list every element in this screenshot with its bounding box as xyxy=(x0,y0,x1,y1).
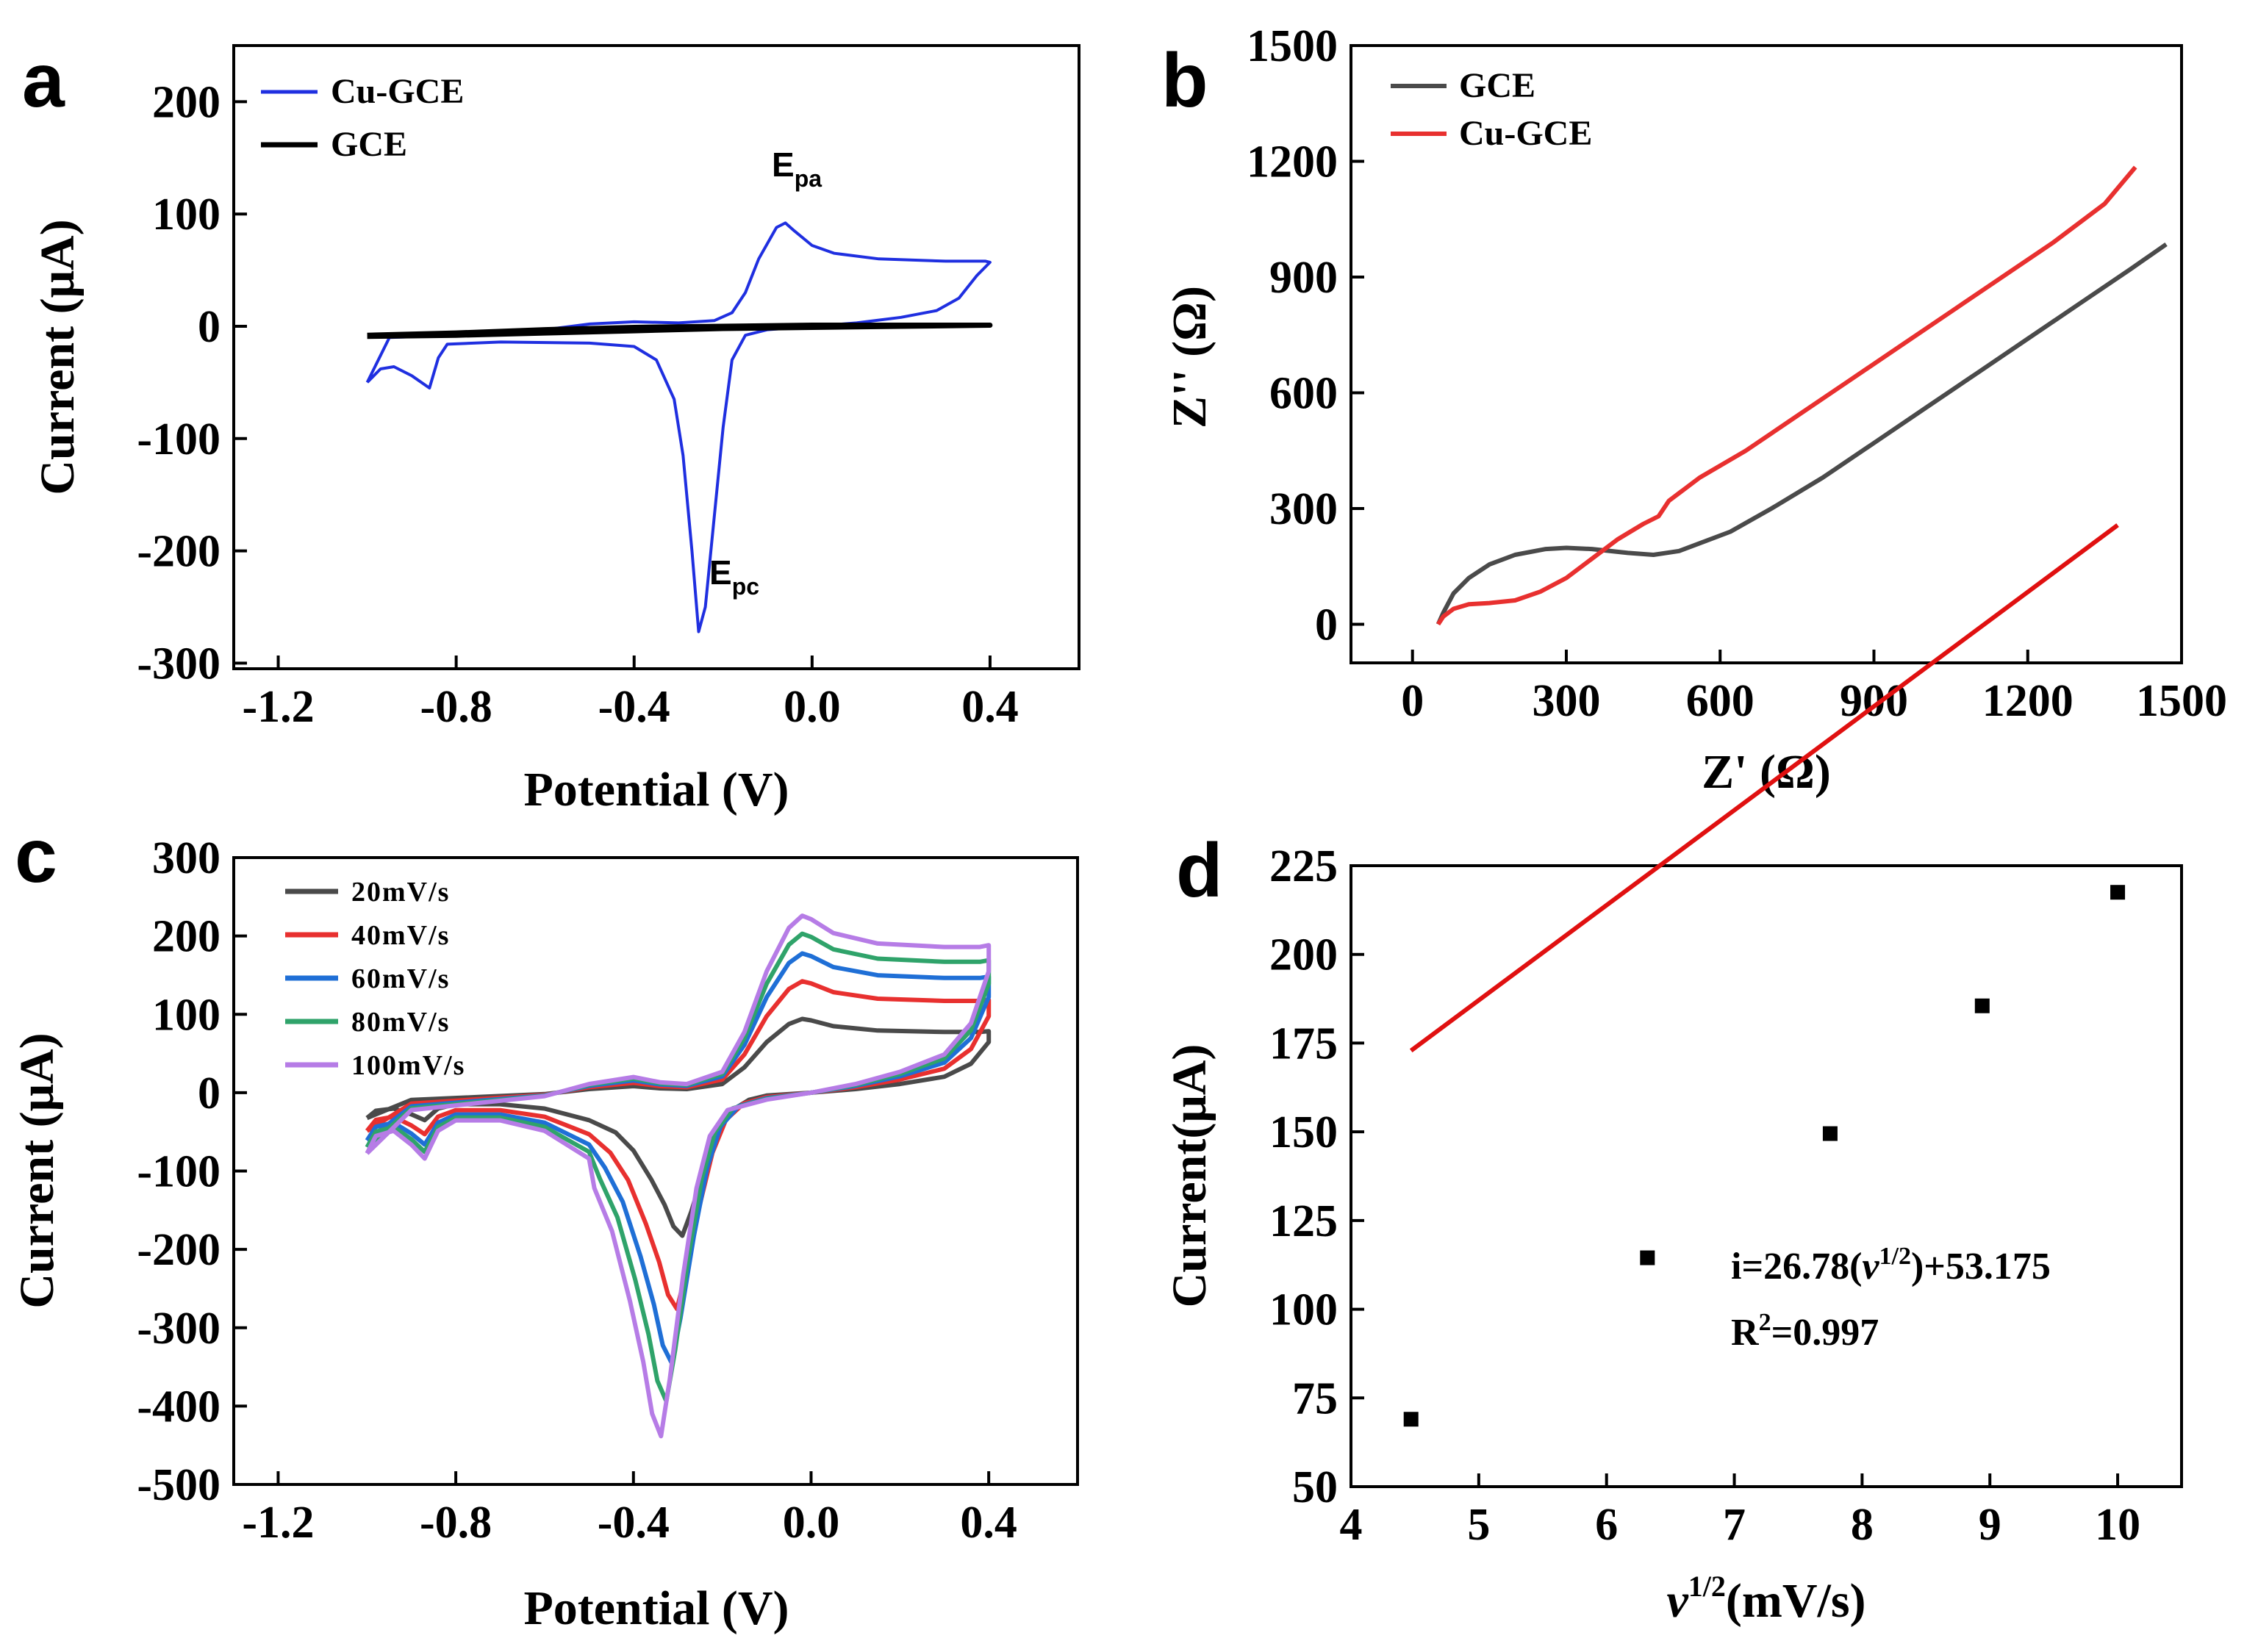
panel-d-ytick-label: 175 xyxy=(1269,1019,1338,1069)
legend-label-cu-gce: Cu-GCE xyxy=(331,72,464,111)
legend-label-c: 60mV/s xyxy=(351,963,450,994)
panel-c-ytick-label: -500 xyxy=(137,1460,221,1510)
panel-c-ytick-label: -300 xyxy=(137,1304,221,1354)
panel-c-ylabel: Current (μA) xyxy=(10,1032,64,1308)
legend-label-cu-gce-b: Cu-GCE xyxy=(1459,114,1592,153)
panel-c-ytick-label: 0 xyxy=(198,1069,221,1118)
panel-c-xlabel: Potential (V) xyxy=(523,1581,789,1635)
panel-a-xtick-label: -0.8 xyxy=(420,682,492,732)
panel-a-xlabel: Potential (V) xyxy=(523,763,789,816)
panel-c-ytick-label: -100 xyxy=(137,1147,221,1197)
panel-d-ytick-label: 75 xyxy=(1292,1373,1338,1423)
series-gce xyxy=(1436,242,2168,625)
series-cu-gce xyxy=(1436,165,2137,626)
panel-d-xtick-label: 6 xyxy=(1595,1500,1618,1550)
panel-b-ytick-label: 0 xyxy=(1315,600,1338,650)
panel-b-xtick-label: 1200 xyxy=(1982,676,2074,726)
panel-a: a -1.2 -0.8 -0.4 0.0 0.4-300-200-1000100200 … xyxy=(22,38,1080,816)
panel-d-ytick-label: 125 xyxy=(1269,1196,1338,1246)
legend-label-gce: GCE xyxy=(331,125,407,164)
data-point xyxy=(2110,885,2126,900)
panel-a-ytick-label: 200 xyxy=(152,77,221,127)
panel-d-xlabel: v1/2(mV/s) xyxy=(1666,1570,1865,1628)
data-point xyxy=(1403,1412,1419,1427)
panel-label-c: c xyxy=(15,814,57,899)
panel-b-xtick-label: 900 xyxy=(1840,676,1908,726)
panel-c-xtick-label: 0.4 xyxy=(960,1498,1017,1548)
panel-d-xtick-label: 5 xyxy=(1467,1500,1490,1550)
panel-b-ytick-label: 1200 xyxy=(1247,137,1338,187)
panel-a-xtick-label: 0.4 xyxy=(961,682,1019,732)
panel-d-ytick-label: 100 xyxy=(1269,1285,1338,1335)
annotation-epa: Epa xyxy=(772,146,822,192)
annotation-epc: Epc xyxy=(709,553,759,600)
panel-c-xtick-label: -0.8 xyxy=(420,1498,492,1548)
panel-a-xtick-label: -1.2 xyxy=(242,682,314,732)
panel-a-ytick-label: -100 xyxy=(137,414,221,464)
panel-d-frame xyxy=(1350,864,2183,1488)
series-100mv-s xyxy=(365,913,992,1439)
fit-equation: i=26.78(v1/2)+53.175 xyxy=(1731,1243,2051,1288)
panel-b-ytick-label: 1500 xyxy=(1247,21,1338,71)
panel-d-xtick-label: 8 xyxy=(1851,1500,1874,1550)
panel-a-frame xyxy=(232,44,1080,670)
panel-b-frame xyxy=(1350,44,2183,664)
data-point xyxy=(1974,998,1990,1013)
legend-label-c: 100mV/s xyxy=(351,1050,465,1081)
panel-c-ytick-label: -400 xyxy=(137,1382,221,1432)
legend-label-c: 80mV/s xyxy=(351,1007,450,1038)
panel-d-ytick-label: 200 xyxy=(1269,930,1338,980)
panel-c-xtick-label: -0.4 xyxy=(598,1498,670,1548)
panel-label-d: d xyxy=(1176,828,1223,913)
panel-c-ytick-label: 300 xyxy=(152,833,221,883)
panel-b-xtick-label: 0 xyxy=(1401,676,1424,726)
panel-a-ytick-label: -300 xyxy=(137,639,221,689)
panel-d-ytick-label: 150 xyxy=(1269,1107,1338,1157)
fit-r-squared: R2=0.997 xyxy=(1731,1309,1879,1354)
panel-a-xtick-label: 0.0 xyxy=(784,682,841,732)
legend-label-gce-b: GCE xyxy=(1459,66,1535,105)
panel-c-ytick-label: -200 xyxy=(137,1225,221,1275)
panel-b: b 0 300 600 900 1200 1500 0 300 600 900 1200 1500 Z… xyxy=(1161,21,2227,799)
panel-a-ytick-label: -200 xyxy=(137,527,221,577)
panel-a-xtick-label: -0.4 xyxy=(598,682,670,732)
panel-c: c -1.2 -0.8 -0.4 0.0 0.4 -500 -400 -300 -200 -100… xyxy=(10,814,1079,1635)
panel-b-ytick-label: 300 xyxy=(1269,484,1338,534)
data-point xyxy=(1822,1126,1838,1141)
panel-b-ytick-label: 600 xyxy=(1269,369,1338,419)
panel-d-xtick-label: 9 xyxy=(1979,1500,2001,1550)
panel-d-ytick-label: 225 xyxy=(1269,841,1338,891)
panel-c-ytick-label: 200 xyxy=(152,912,221,962)
legend-label-c: 40mV/s xyxy=(351,920,450,951)
panel-c-xtick-label: -1.2 xyxy=(242,1498,314,1548)
panel-c-frame xyxy=(232,856,1079,1486)
panel-b-xtick-label: 600 xyxy=(1686,676,1755,726)
panel-d: d 4 5 6 7 8 9 10 50 75 100 125 150 175 200 225 v1/2(mV… xyxy=(1163,523,2183,1628)
panel-label-b: b xyxy=(1161,38,1208,123)
panel-c-ytick-label: 100 xyxy=(152,990,221,1040)
panel-b-xtick-label: 1500 xyxy=(2136,676,2227,726)
data-point xyxy=(1640,1250,1655,1265)
fit-line xyxy=(1409,523,2119,1053)
panel-a-ytick-label: 100 xyxy=(152,190,221,240)
series-gce xyxy=(367,323,993,340)
panel-b-ytick-label: 900 xyxy=(1269,253,1338,303)
series-cu-gce xyxy=(365,221,992,633)
panel-d-xtick-label: 10 xyxy=(2095,1500,2140,1550)
panel-d-ylabel: Current(μA) xyxy=(1163,1044,1216,1308)
panel-d-xtick-label: 7 xyxy=(1723,1500,1746,1550)
panel-b-xtick-label: 300 xyxy=(1532,676,1600,726)
panel-d-ytick-label: 50 xyxy=(1292,1462,1338,1512)
legend-label-c: 20mV/s xyxy=(351,877,450,908)
panel-a-ylabel: Current (μA) xyxy=(31,219,85,495)
panel-label-a: a xyxy=(22,38,65,123)
panel-b-ylabel: Z'' (Ω) xyxy=(1163,286,1216,428)
panel-c-xtick-label: 0.0 xyxy=(783,1498,840,1548)
panel-a-ytick-label: 0 xyxy=(198,302,221,352)
panel-d-xtick-label: 4 xyxy=(1340,1500,1363,1550)
